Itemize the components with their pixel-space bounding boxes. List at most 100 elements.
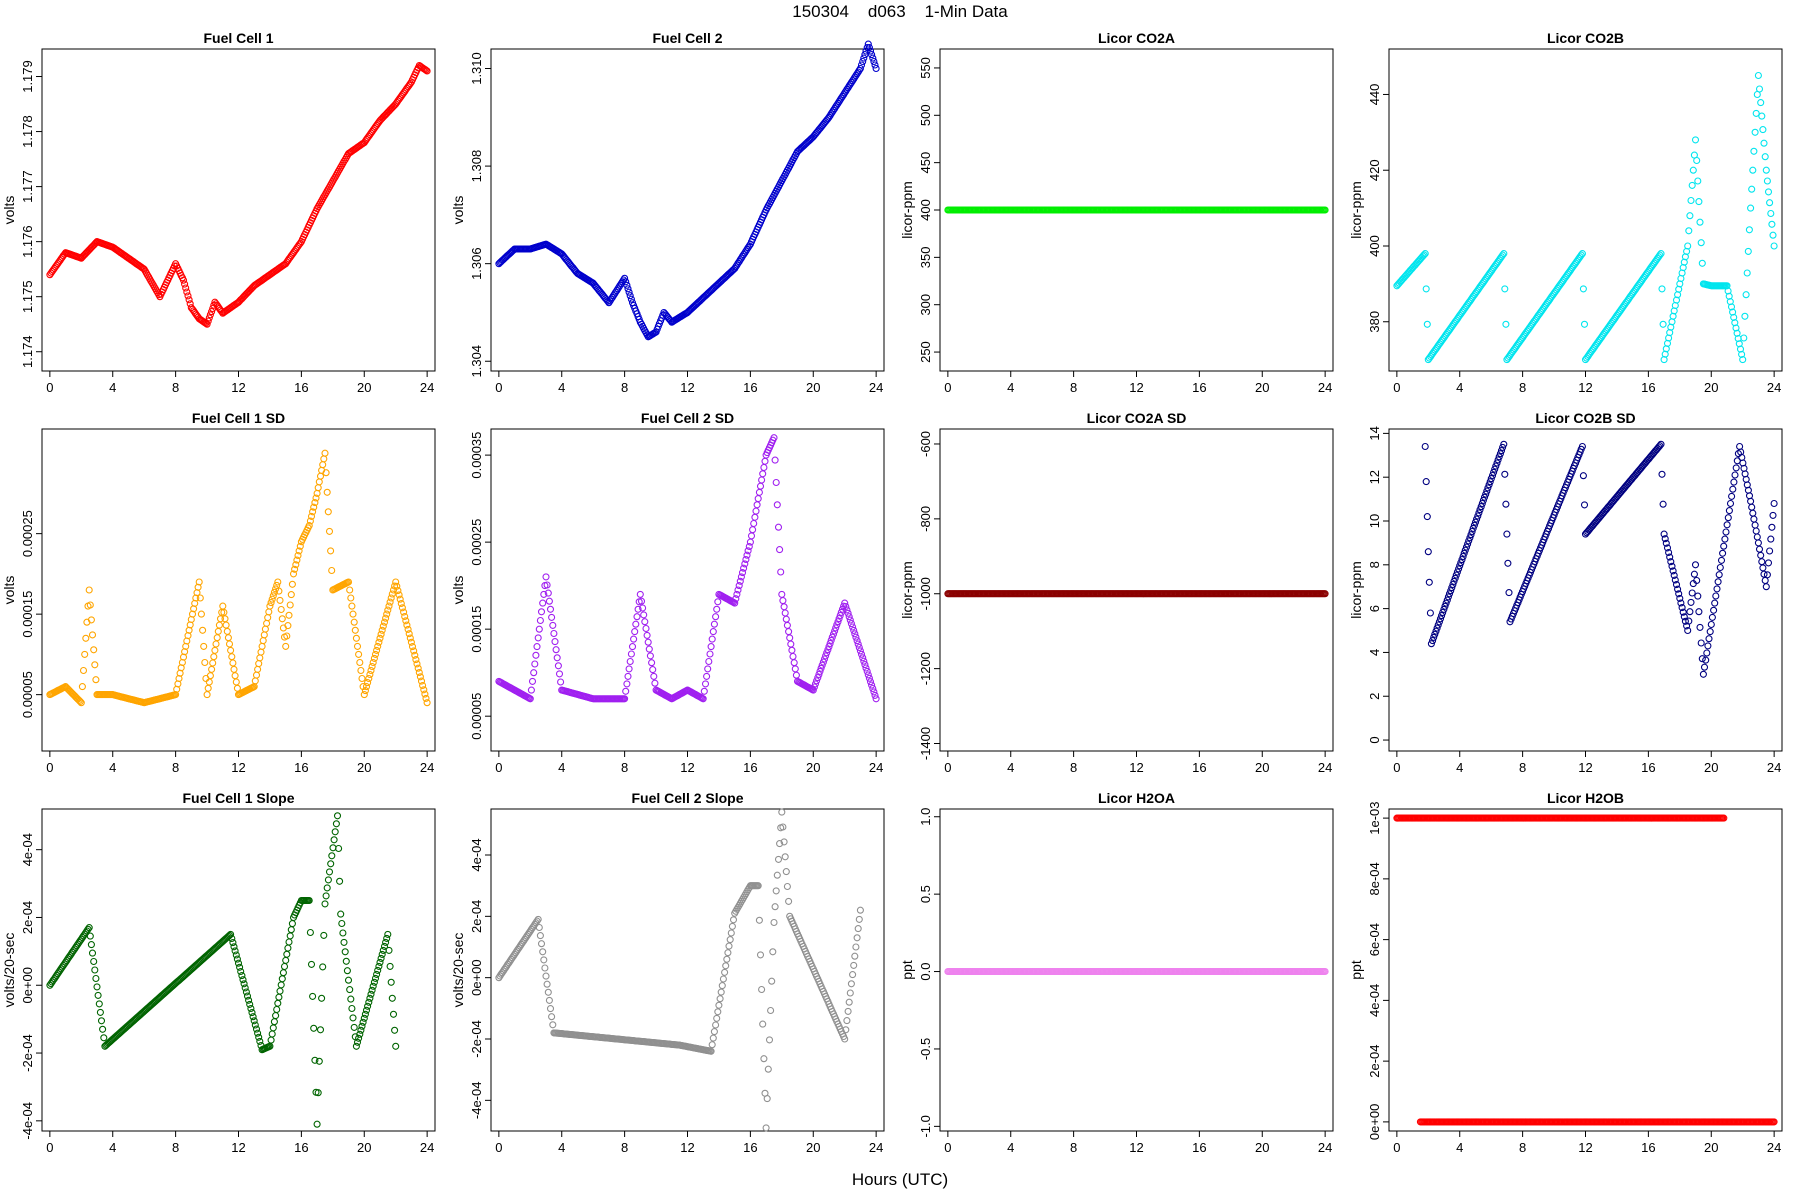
data-point xyxy=(760,463,768,472)
x-tick-label: 8 xyxy=(1519,760,1526,775)
data-point xyxy=(815,670,823,679)
data-point xyxy=(782,868,790,876)
data-point xyxy=(232,678,240,686)
data-point xyxy=(415,668,423,677)
data-point xyxy=(352,634,360,642)
data-point xyxy=(222,621,230,629)
data-point xyxy=(789,652,797,661)
x-tick-label: 0 xyxy=(495,1140,502,1155)
data-point xyxy=(368,986,376,994)
data-point xyxy=(624,285,632,293)
x-tick-label: 4 xyxy=(109,760,116,775)
data-point xyxy=(1679,608,1687,616)
data-point xyxy=(1767,209,1775,218)
data-point xyxy=(212,640,220,648)
x-tick-label: 4 xyxy=(1007,760,1014,775)
data-point xyxy=(284,622,292,630)
data-point xyxy=(1422,285,1430,293)
y-tick-label: 1.179 xyxy=(20,60,35,93)
data-point xyxy=(227,646,235,654)
data-point xyxy=(546,1005,555,1013)
data-point xyxy=(254,665,262,673)
data-point xyxy=(278,975,286,983)
y-tick-label: 350 xyxy=(918,247,933,269)
data-point xyxy=(254,1029,262,1037)
x-tick-label: 24 xyxy=(420,1140,434,1155)
data-point xyxy=(325,527,334,535)
data-point xyxy=(376,634,384,642)
data-point xyxy=(388,590,396,598)
data-point xyxy=(383,934,391,942)
data-point xyxy=(1494,456,1502,464)
data-point xyxy=(256,654,264,662)
data-point xyxy=(284,944,292,952)
data-point xyxy=(835,98,843,106)
data-point xyxy=(1501,285,1509,293)
data-point xyxy=(1458,556,1466,564)
x-tick-label: 24 xyxy=(420,760,434,775)
figure-x-axis-label: Hours (UTC) xyxy=(851,1170,949,1189)
data-point xyxy=(384,930,392,938)
data-point xyxy=(219,602,227,610)
data-point xyxy=(81,650,89,658)
data-point xyxy=(1767,535,1775,543)
data-point xyxy=(537,608,546,616)
data-point xyxy=(828,633,836,641)
x-tick-label: 0 xyxy=(1393,1140,1400,1155)
data-point xyxy=(1441,602,1449,610)
data-point xyxy=(780,838,788,846)
y-tick-label: 1.308 xyxy=(469,150,484,183)
data-point xyxy=(530,669,538,677)
data-point xyxy=(868,51,876,59)
data-point xyxy=(358,674,366,683)
data-point xyxy=(728,922,736,930)
data-point xyxy=(745,242,753,250)
data-point xyxy=(1578,442,1586,451)
y-tick-label: 12 xyxy=(1367,470,1382,484)
data-point xyxy=(77,699,85,707)
y-tick-label: 0e+00 xyxy=(469,959,484,996)
data-point xyxy=(1475,509,1483,517)
data-point xyxy=(285,611,293,619)
data-point xyxy=(246,1000,254,1008)
data-point xyxy=(1470,521,1478,529)
data-point xyxy=(779,823,787,831)
data-point xyxy=(232,951,240,959)
data-point xyxy=(333,812,342,820)
data-point xyxy=(267,599,275,607)
data-point xyxy=(770,434,778,442)
data-point xyxy=(288,580,296,588)
y-tick-label: 2 xyxy=(1367,693,1382,700)
data-point xyxy=(526,695,534,703)
data-point xyxy=(833,621,841,629)
data-point xyxy=(1460,549,1468,557)
data-point xyxy=(641,618,649,626)
y-tick-label: 4e-04 xyxy=(20,833,35,866)
data-point xyxy=(1504,559,1512,567)
data-point xyxy=(379,622,387,630)
data-point xyxy=(406,634,414,642)
data-point xyxy=(1763,571,1771,579)
data-point xyxy=(86,932,94,940)
data-point xyxy=(277,605,285,614)
data-point xyxy=(544,589,552,597)
data-point xyxy=(229,659,237,667)
data-point xyxy=(1725,507,1733,515)
data-point xyxy=(627,650,635,658)
data-point xyxy=(364,1002,372,1010)
data-point xyxy=(636,590,644,598)
data-point xyxy=(305,522,313,530)
data-point xyxy=(827,636,835,644)
data-point xyxy=(1434,621,1442,629)
data-point xyxy=(1491,465,1499,473)
data-point xyxy=(852,633,860,641)
data-point xyxy=(355,650,363,658)
data-point xyxy=(275,587,283,595)
data-point xyxy=(549,1021,557,1029)
data-point xyxy=(545,597,553,605)
data-point xyxy=(818,661,826,669)
data-point xyxy=(554,662,562,670)
data-point xyxy=(542,972,550,980)
data-point xyxy=(1769,231,1777,239)
data-point xyxy=(832,624,840,632)
